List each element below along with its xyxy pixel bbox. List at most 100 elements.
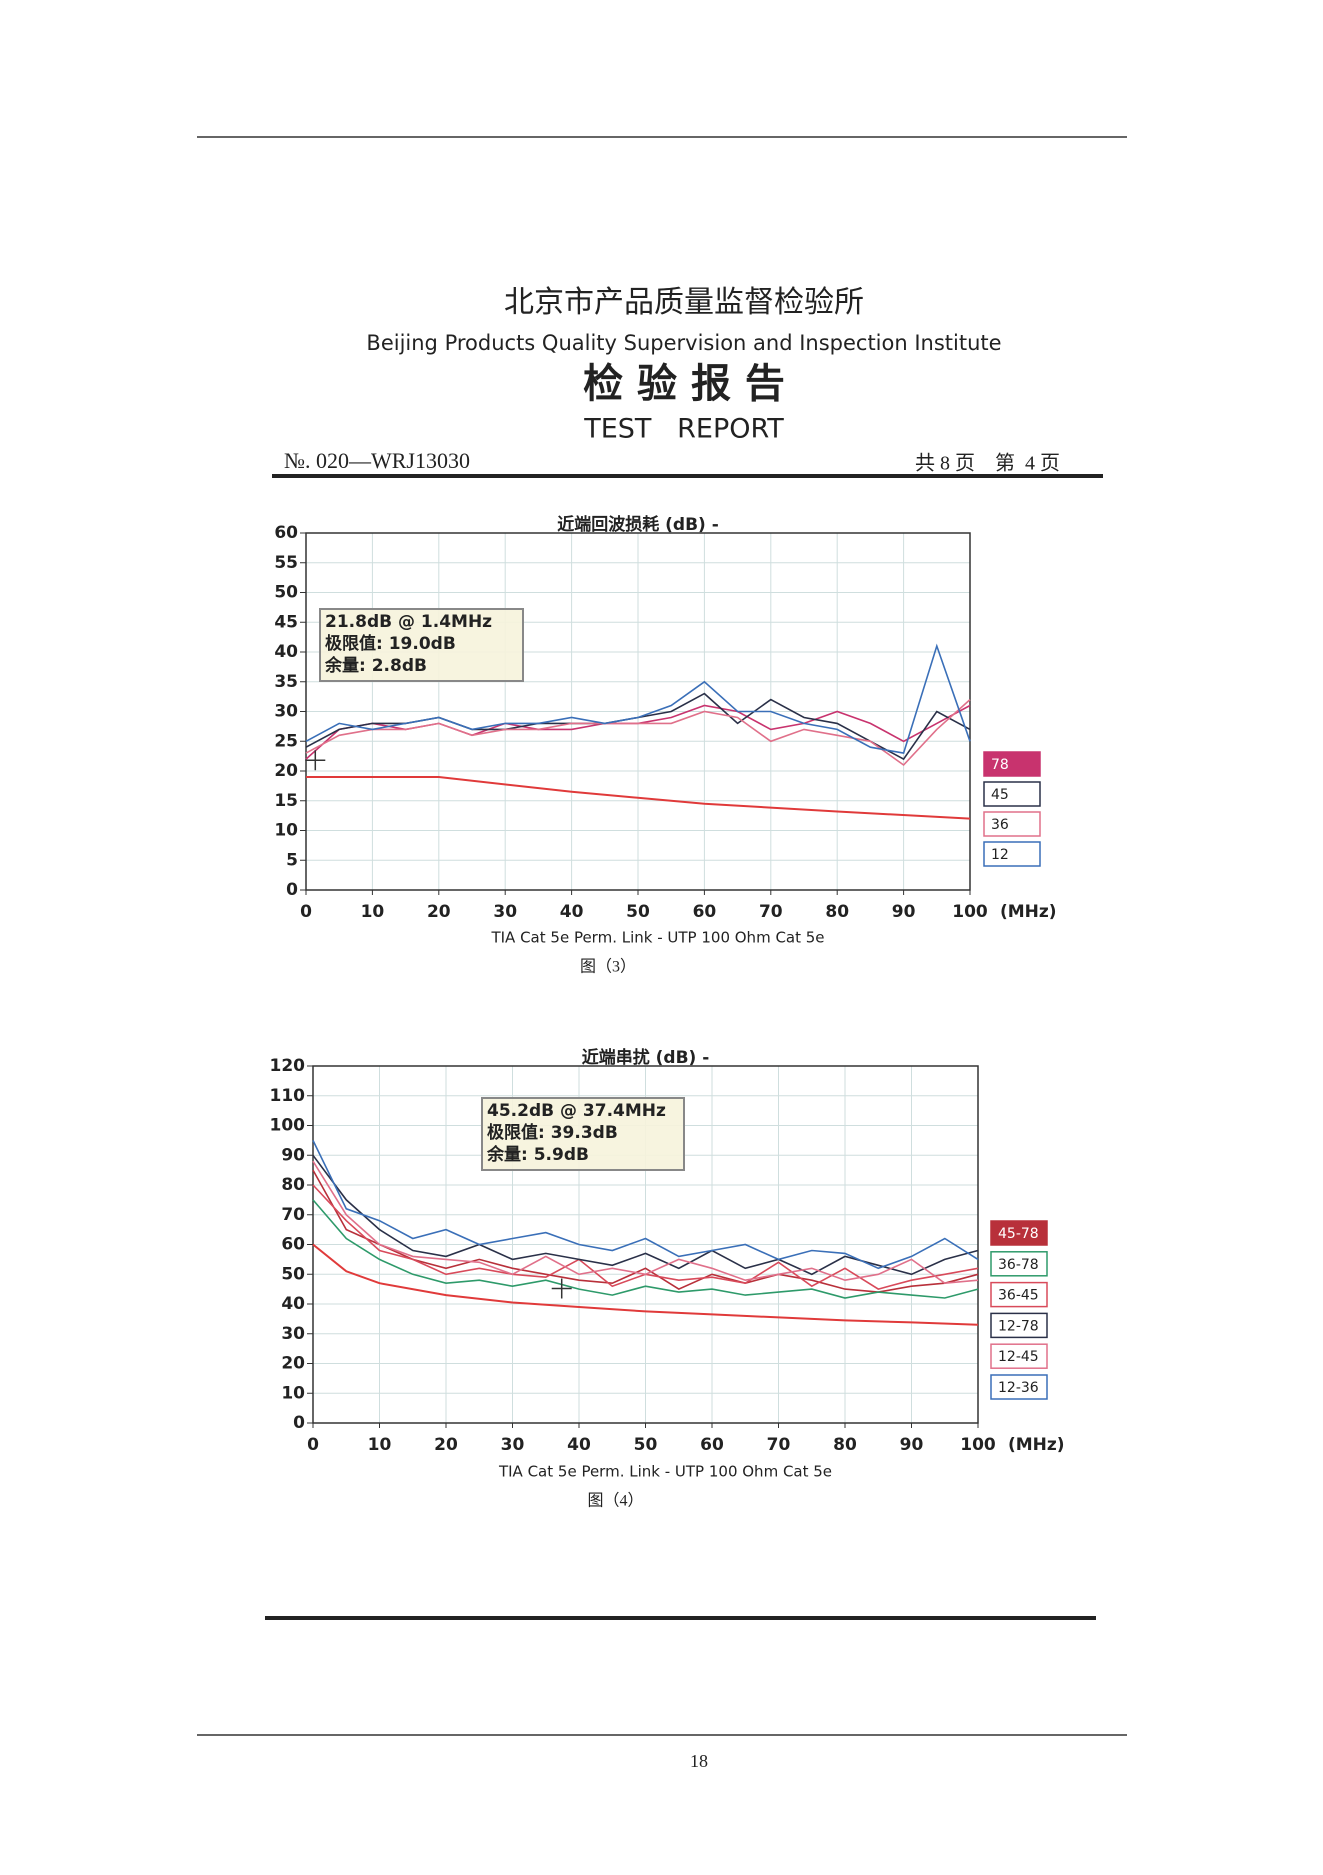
report-title-en: TEST REPORT (583, 414, 784, 445)
report-title-cn: 检 验 报 告 (583, 361, 785, 407)
series-line (312, 1169, 979, 1293)
series-line (305, 643, 971, 755)
legend-label: 12-45 (998, 1349, 1039, 1365)
y-tick-label: 10 (281, 1383, 305, 1403)
plot-frame (305, 532, 971, 891)
legend-label: 36-45 (998, 1288, 1039, 1304)
x-tick-label: 40 (560, 902, 584, 922)
series-line (305, 699, 971, 767)
annotation-line: 余量: 5.9dB (486, 1144, 589, 1165)
legend-box (983, 811, 1041, 837)
y-tick-label: 45 (274, 612, 298, 632)
y-tick-label: 90 (281, 1145, 305, 1165)
y-tick-label: 5 (286, 850, 298, 870)
legend-box (990, 1374, 1048, 1400)
x-tick-label: 70 (759, 902, 783, 922)
y-tick-label: 55 (274, 553, 298, 573)
limit-line (312, 1243, 979, 1326)
legend-label: 36-78 (998, 1257, 1039, 1273)
annotation-line: 21.8dB @ 1.4MHz (325, 612, 492, 632)
y-tick-label: 30 (274, 702, 298, 722)
x-unit: (MHz) (1000, 902, 1057, 922)
institute-en: Beijing Products Quality Supervision and… (366, 331, 1001, 355)
chart-subtitle: TIA Cat 5e Perm. Link - UTP 100 Ohm Cat … (490, 929, 824, 947)
y-tick-label: 80 (281, 1175, 305, 1195)
annotation-box (481, 1097, 685, 1171)
x-tick-label: 50 (626, 902, 650, 922)
legend-box (983, 781, 1041, 807)
legend-label: 12 (991, 847, 1009, 863)
marker-cross (305, 750, 326, 771)
y-tick-label: 70 (281, 1205, 305, 1225)
x-tick-label: 30 (501, 1435, 525, 1455)
report-number: №. 020—WRJ13030 (284, 448, 470, 473)
legend-box (990, 1220, 1048, 1246)
x-tick-label: 100 (952, 902, 988, 922)
x-tick-label: 80 (833, 1435, 857, 1455)
x-tick-label: 80 (825, 902, 849, 922)
y-tick-label: 40 (274, 642, 298, 662)
legend-label: 45-78 (998, 1226, 1039, 1242)
annotation-line: 极限值: 39.3dB (487, 1122, 618, 1143)
annotation-box (319, 608, 524, 682)
y-tick-label: 25 (274, 731, 298, 751)
y-tick-label: 15 (274, 791, 298, 811)
x-tick-label: 10 (361, 902, 385, 922)
legend-label: 45 (991, 787, 1009, 803)
y-tick-label: 50 (274, 583, 298, 603)
legend-box (990, 1312, 1048, 1339)
figure-caption: 图（3） (580, 958, 636, 976)
x-tick-label: 10 (368, 1435, 392, 1455)
y-tick-label: 35 (274, 672, 298, 692)
legend-box (990, 1281, 1048, 1308)
x-tick-label: 90 (900, 1435, 924, 1455)
legend-box (983, 751, 1041, 777)
institute-cn: 北京市产品质量监督检验所 (504, 286, 864, 319)
y-tick-label: 50 (281, 1264, 305, 1284)
series-line (312, 1140, 979, 1270)
x-tick-label: 0 (307, 1435, 319, 1455)
y-tick-label: 40 (281, 1294, 305, 1314)
y-tick-label: 10 (274, 821, 298, 841)
y-tick-label: 0 (286, 880, 298, 900)
marker-cross (551, 1278, 572, 1299)
page-number: 18 (690, 1751, 708, 1771)
y-tick-label: 60 (274, 523, 298, 543)
legend-box (990, 1251, 1048, 1277)
limit-line (306, 776, 971, 820)
y-tick-label: 100 (270, 1116, 306, 1136)
series-line (312, 1199, 979, 1299)
legend-label: 12-78 (998, 1318, 1039, 1334)
legend-label: 12-36 (998, 1380, 1039, 1396)
annotation-line: 45.2dB @ 37.4MHz (487, 1101, 666, 1121)
legend-label: 36 (991, 817, 1009, 833)
legend-box (983, 841, 1041, 867)
figure-caption: 图（4） (587, 1492, 643, 1510)
series-line (312, 1154, 979, 1276)
chart-title: 近端回波损耗 (dB) - (557, 514, 719, 535)
annotation-line: 余量: 2.8dB (324, 655, 427, 676)
y-tick-label: 20 (274, 761, 298, 781)
legend-box (990, 1343, 1048, 1369)
x-tick-label: 0 (300, 902, 312, 922)
x-tick-label: 60 (700, 1435, 724, 1455)
y-tick-label: 20 (281, 1354, 305, 1374)
y-tick-label: 60 (281, 1235, 305, 1255)
x-tick-label: 100 (960, 1435, 996, 1455)
chart-title: 近端串扰 (dB) - (582, 1047, 710, 1068)
annotation-line: 极限值: 19.0dB (325, 633, 456, 654)
y-tick-label: 120 (270, 1056, 306, 1076)
x-tick-label: 20 (434, 1435, 458, 1455)
x-tick-label: 90 (892, 902, 916, 922)
x-tick-label: 30 (493, 902, 517, 922)
legend-label: 78 (991, 757, 1009, 773)
series-line (312, 1160, 979, 1285)
x-tick-label: 50 (634, 1435, 658, 1455)
chart-subtitle: TIA Cat 5e Perm. Link - UTP 100 Ohm Cat … (498, 1463, 832, 1481)
page-info: 共 8 页 第 4 页 (915, 452, 1060, 475)
x-tick-label: 70 (767, 1435, 791, 1455)
x-unit: (MHz) (1008, 1435, 1065, 1455)
x-tick-label: 20 (427, 902, 451, 922)
